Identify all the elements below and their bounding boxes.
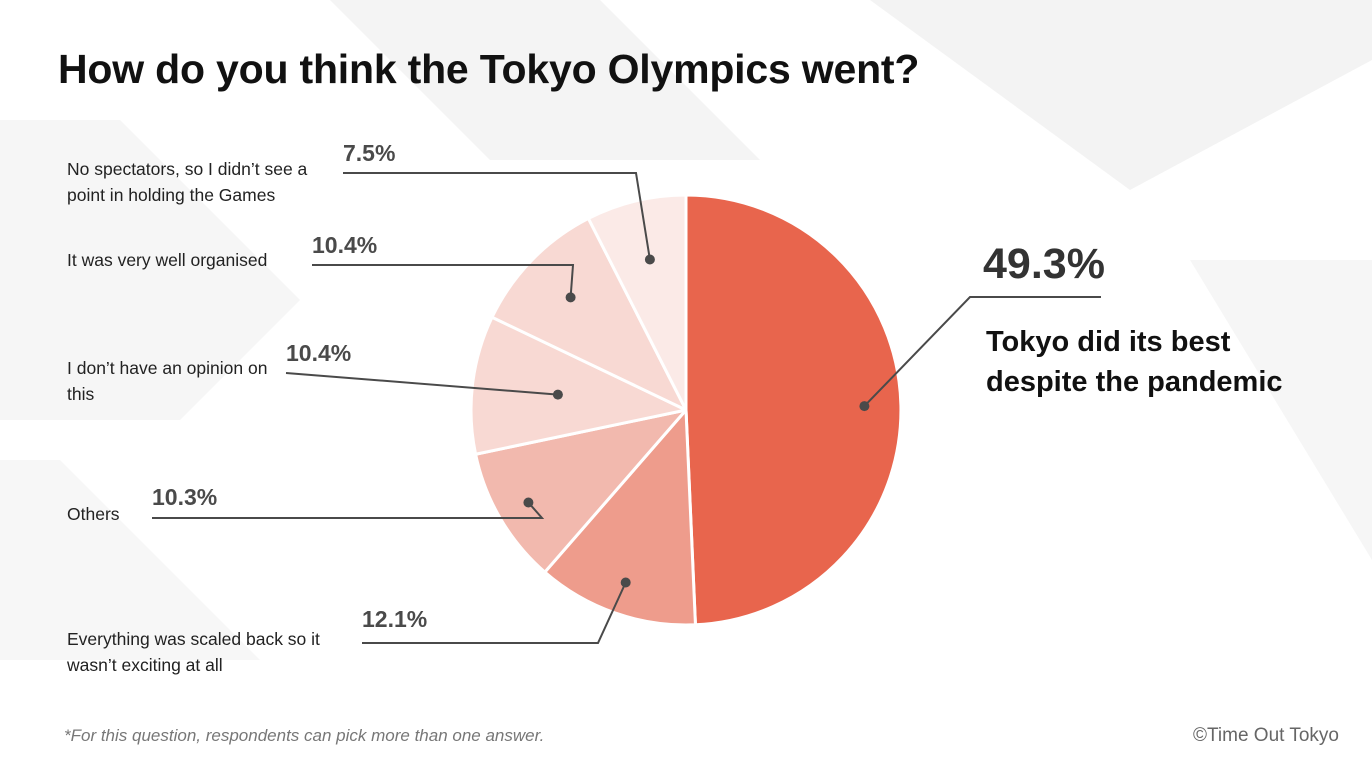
leader-line-4: [312, 264, 575, 298]
leader-line-3: [285, 372, 558, 396]
slice-value-label-4: 10.4%: [312, 232, 378, 258]
leader-dot-4: [565, 292, 576, 303]
leader-dot-1: [620, 577, 631, 588]
leader-dot-3: [552, 389, 563, 400]
credit: ©Time Out Tokyo: [1193, 725, 1339, 746]
slice-value-label-5: 7.5%: [343, 140, 396, 166]
slice-category-label-0: Tokyo did its best despite the pandemic: [986, 326, 1283, 398]
leader-line-2: [152, 501, 545, 519]
leader-line-0: [863, 296, 1101, 407]
pie-slice-0: [684, 193, 903, 627]
slice-value-label-0: 49.3%: [983, 240, 1105, 288]
pie-slice-3: [469, 315, 688, 456]
leader-dot-0: [859, 401, 870, 412]
slice-value-label-1: 12.1%: [362, 606, 428, 632]
slice-category-label-1: Everything was scaled back so it wasn’t …: [67, 629, 320, 675]
pie-slice-5: [586, 193, 688, 412]
leader-dot-5: [644, 254, 655, 265]
slice-category-label-5: No spectators, so I didn’t see a point i…: [67, 159, 308, 205]
leader-line-1: [362, 582, 627, 644]
footnote: *For this question, respondents can pick…: [64, 726, 545, 745]
slice-value-label-2: 10.3%: [152, 484, 218, 510]
slice-value-label-3: 10.4%: [286, 340, 352, 366]
slice-category-label-2: Others: [67, 504, 120, 524]
slice-category-label-4: It was very well organised: [67, 250, 268, 270]
leader-line-5: [343, 172, 651, 260]
pie-slice-1: [543, 408, 697, 627]
chart-title: How do you think the Tokyo Olympics went…: [58, 46, 920, 92]
leader-dot-2: [523, 497, 534, 508]
slice-category-label-3: I don’t have an opinion on this: [67, 358, 268, 404]
pie-slice-4: [490, 216, 688, 412]
